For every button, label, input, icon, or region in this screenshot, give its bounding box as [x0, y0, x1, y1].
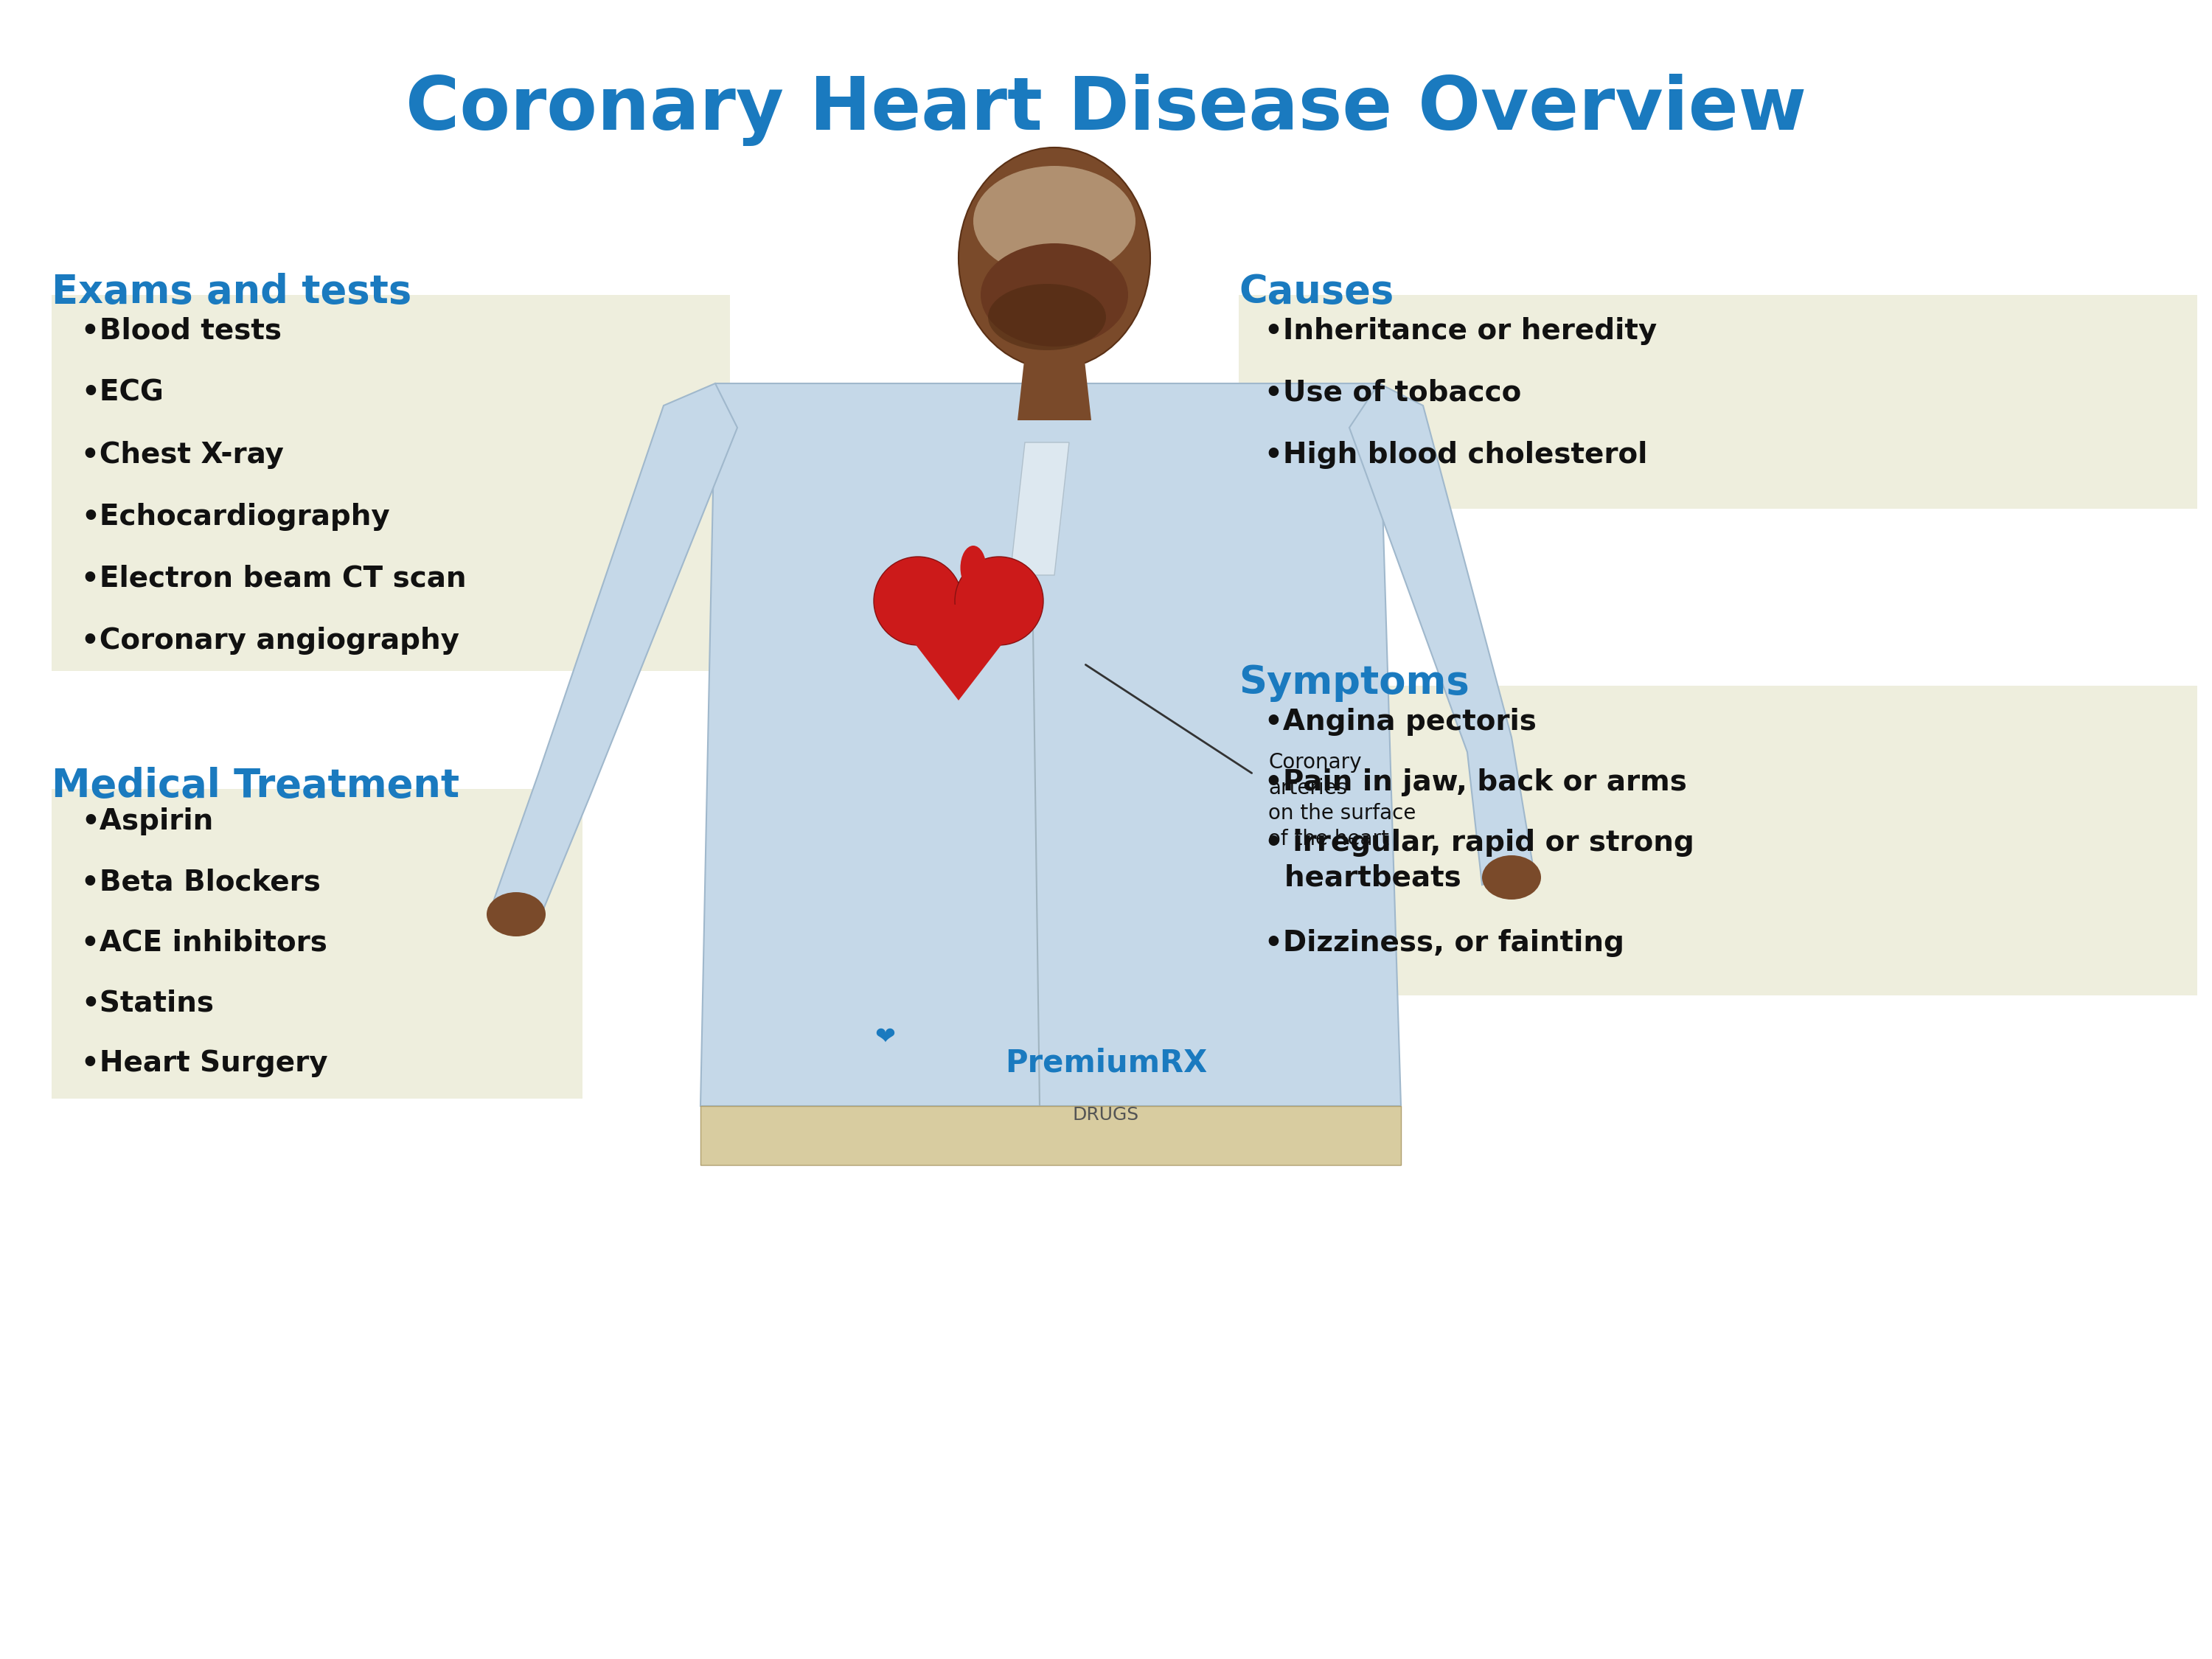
Text: PremiumRX: PremiumRX [1004, 1047, 1208, 1078]
Text: Coronary Heart Disease Overview: Coronary Heart Disease Overview [405, 73, 1807, 146]
Polygon shape [493, 383, 737, 922]
Ellipse shape [958, 148, 1150, 368]
Text: Symptoms: Symptoms [1239, 664, 1469, 702]
Polygon shape [885, 604, 1033, 700]
FancyBboxPatch shape [51, 295, 730, 670]
Ellipse shape [973, 166, 1135, 277]
Text: •ECG: •ECG [82, 378, 164, 406]
Polygon shape [1011, 443, 1068, 576]
Polygon shape [1018, 353, 1091, 420]
Text: •ACE inhibitors: •ACE inhibitors [82, 929, 327, 956]
Text: •Chest X-ray: •Chest X-ray [82, 441, 283, 469]
Text: Exams and tests: Exams and tests [51, 272, 411, 312]
FancyBboxPatch shape [1239, 295, 2197, 509]
Text: DRUGS: DRUGS [1073, 1107, 1139, 1123]
Text: •Electron beam CT scan: •Electron beam CT scan [82, 564, 467, 592]
Ellipse shape [980, 244, 1128, 347]
Ellipse shape [960, 546, 987, 591]
Ellipse shape [874, 557, 962, 645]
Text: •Aspirin: •Aspirin [82, 808, 212, 836]
Text: •Angina pectoris: •Angina pectoris [1265, 708, 1537, 737]
Text: •Dizziness, or fainting: •Dizziness, or fainting [1265, 929, 1624, 957]
Polygon shape [701, 383, 1400, 1107]
Text: •Blood tests: •Blood tests [82, 317, 281, 345]
FancyBboxPatch shape [1239, 685, 2197, 995]
Text: •High blood cholesterol: •High blood cholesterol [1265, 441, 1648, 469]
Text: ❤: ❤ [874, 1025, 896, 1048]
FancyBboxPatch shape [51, 790, 582, 1098]
Ellipse shape [487, 893, 546, 936]
Ellipse shape [1482, 856, 1542, 899]
Text: • irregular, rapid or strong
  heartbeats: • irregular, rapid or strong heartbeats [1265, 830, 1694, 891]
Text: •Coronary angiography: •Coronary angiography [82, 627, 460, 655]
Ellipse shape [989, 284, 1106, 350]
Text: •Statins: •Statins [82, 989, 215, 1017]
Text: •Heart Surgery: •Heart Surgery [82, 1048, 327, 1077]
Text: •Use of tobacco: •Use of tobacco [1265, 378, 1522, 406]
Ellipse shape [956, 557, 1044, 645]
Text: •Pain in jaw, back or arms: •Pain in jaw, back or arms [1265, 768, 1688, 796]
Polygon shape [1349, 383, 1533, 884]
Text: Coronary
arteries
on the surface
of the heart: Coronary arteries on the surface of the … [1267, 752, 1416, 849]
Text: Medical Treatment: Medical Treatment [51, 766, 460, 805]
Polygon shape [701, 1107, 1400, 1165]
Text: Causes: Causes [1239, 272, 1394, 312]
Text: •Inheritance or heredity: •Inheritance or heredity [1265, 317, 1657, 345]
Text: •Beta Blockers: •Beta Blockers [82, 868, 321, 896]
Text: •Echocardiography: •Echocardiography [82, 503, 389, 531]
